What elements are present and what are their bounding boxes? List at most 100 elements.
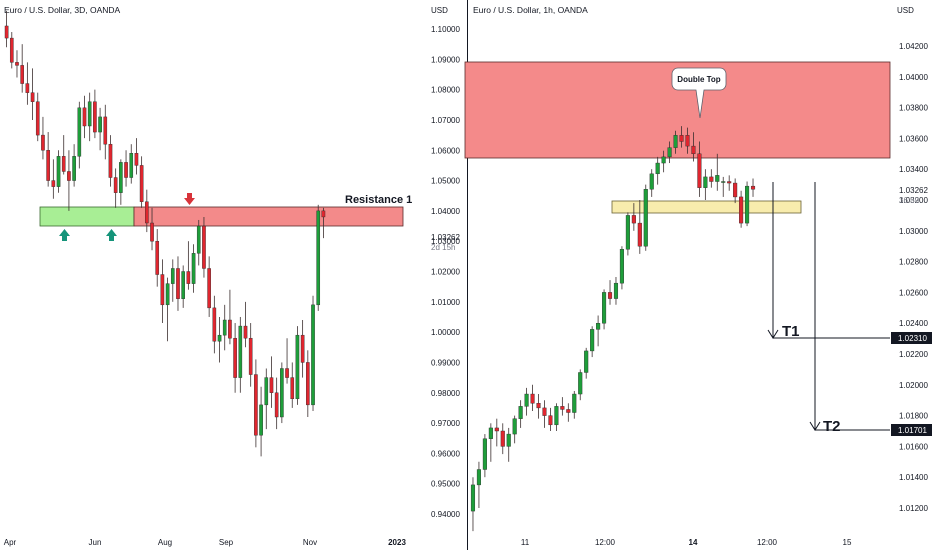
candle — [739, 190, 744, 228]
t2-price: 1.01701 — [898, 426, 927, 435]
candle — [321, 207, 326, 239]
right-time-axis[interactable]: 11 12:00 14 12:00 15 — [521, 538, 852, 547]
price-tick-label: 0.94000 — [431, 510, 460, 519]
callout-bubble — [671, 67, 727, 119]
candle-body — [649, 173, 654, 190]
candle — [470, 477, 476, 532]
candle-body — [572, 393, 577, 413]
candle — [202, 216, 206, 278]
neckline-zone[interactable] — [611, 200, 802, 214]
right-chart-panel[interactable]: Euro / U.S. Dollar, 1h, OANDA USD Double… — [464, 5, 932, 547]
candle — [280, 362, 284, 424]
candle — [733, 178, 738, 204]
candle — [661, 150, 666, 173]
candle — [685, 127, 690, 154]
candle-body — [170, 268, 175, 284]
candle — [9, 32, 14, 69]
candle — [217, 316, 222, 363]
price-tick-label: 1.06000 — [431, 146, 460, 155]
candle-body — [619, 249, 624, 284]
candle — [311, 295, 315, 411]
left-support-zone[interactable] — [39, 206, 135, 227]
candle — [186, 241, 191, 290]
left-last-price-badge: 1.03262 2d 15h — [431, 233, 460, 252]
candle-body — [655, 162, 660, 175]
price-tick-label: 0.95000 — [431, 480, 460, 489]
candle-body — [300, 334, 305, 363]
time-tick-label: Sep — [219, 538, 234, 547]
candle — [170, 259, 175, 302]
time-tick-label: 12:00 — [757, 538, 778, 547]
time-tick-label: 12:00 — [595, 538, 616, 547]
candle — [476, 461, 481, 508]
candle — [578, 369, 583, 401]
candle — [721, 176, 726, 197]
left-price-axis[interactable]: 1.10000 1.09000 1.08000 1.07000 1.06000 1.050… — [431, 25, 460, 519]
candle-body — [548, 415, 553, 426]
candle — [542, 400, 547, 428]
callout-label: Double Top — [677, 75, 721, 84]
candle-body — [584, 350, 589, 373]
candle — [512, 415, 517, 444]
candle — [228, 289, 232, 345]
candle — [697, 141, 702, 197]
t2-label: T2 — [823, 418, 841, 435]
candle-body — [306, 362, 310, 406]
price-tick-label: 1.02200 — [899, 350, 928, 359]
candle-body — [500, 430, 505, 447]
candle — [145, 189, 149, 233]
candle-body — [202, 225, 206, 269]
right-price-axis[interactable]: 1.04200 1.04000 1.03800 1.03600 1.03400 1.032… — [899, 42, 928, 513]
left-time-axis[interactable]: Apr Jun Aug Sep Nov 2023 — [4, 538, 407, 547]
left-chart-title: Euro / U.S. Dollar, 3D, OANDA — [4, 5, 121, 15]
price-tick-label: 1.01600 — [899, 442, 928, 451]
left-countdown: 2d 15h — [431, 243, 455, 252]
candle — [709, 169, 714, 188]
candle-body — [145, 201, 149, 224]
right-candles — [470, 126, 756, 532]
candle — [191, 244, 196, 293]
price-tick-label: 1.01200 — [899, 504, 928, 513]
candle — [196, 219, 201, 266]
left-last-price: 1.03262 — [431, 233, 460, 242]
candle — [82, 95, 87, 139]
candle — [274, 377, 279, 430]
candle-body — [134, 153, 139, 166]
candle-body — [25, 83, 30, 93]
candle-body — [41, 134, 45, 151]
target-t2-projection[interactable]: T2 — [809, 182, 890, 435]
price-tick-label: 1.03200 — [899, 196, 928, 205]
candle-body — [98, 116, 102, 133]
left-resistance-zone[interactable] — [133, 206, 404, 227]
t1-price-badge: 1.02310 — [891, 332, 932, 344]
price-tick-label: 1.10000 — [431, 25, 460, 34]
candle — [494, 418, 499, 447]
candle-body — [243, 325, 248, 339]
candle — [300, 320, 305, 378]
candle — [285, 338, 289, 384]
candle-body — [691, 145, 696, 155]
right-last-price-badge: 1.03262 36:59 — [899, 186, 928, 205]
price-tick-label: 1.05000 — [431, 177, 460, 186]
candle — [306, 350, 310, 417]
candle-body — [56, 156, 61, 187]
price-tick-label: 1.07000 — [431, 116, 460, 125]
candle-body — [745, 185, 750, 224]
candle — [500, 423, 505, 455]
candle-body — [4, 25, 9, 39]
left-chart-panel[interactable]: Euro / U.S. Dollar, 3D, OANDA USD Resist… — [4, 5, 461, 547]
candle-body — [542, 407, 547, 416]
price-tick-label: 1.02000 — [899, 381, 928, 390]
target-t1-projection[interactable]: T1 — [767, 182, 890, 340]
double-top-callout[interactable]: Double Top — [671, 67, 727, 119]
candle-body — [129, 153, 134, 178]
candle-body — [703, 176, 708, 188]
candle — [750, 178, 756, 197]
candle — [51, 159, 56, 199]
candle-body — [739, 196, 744, 224]
candle — [631, 203, 636, 231]
candle — [596, 315, 601, 347]
right-currency-label: USD — [897, 6, 914, 15]
candle — [649, 169, 654, 197]
